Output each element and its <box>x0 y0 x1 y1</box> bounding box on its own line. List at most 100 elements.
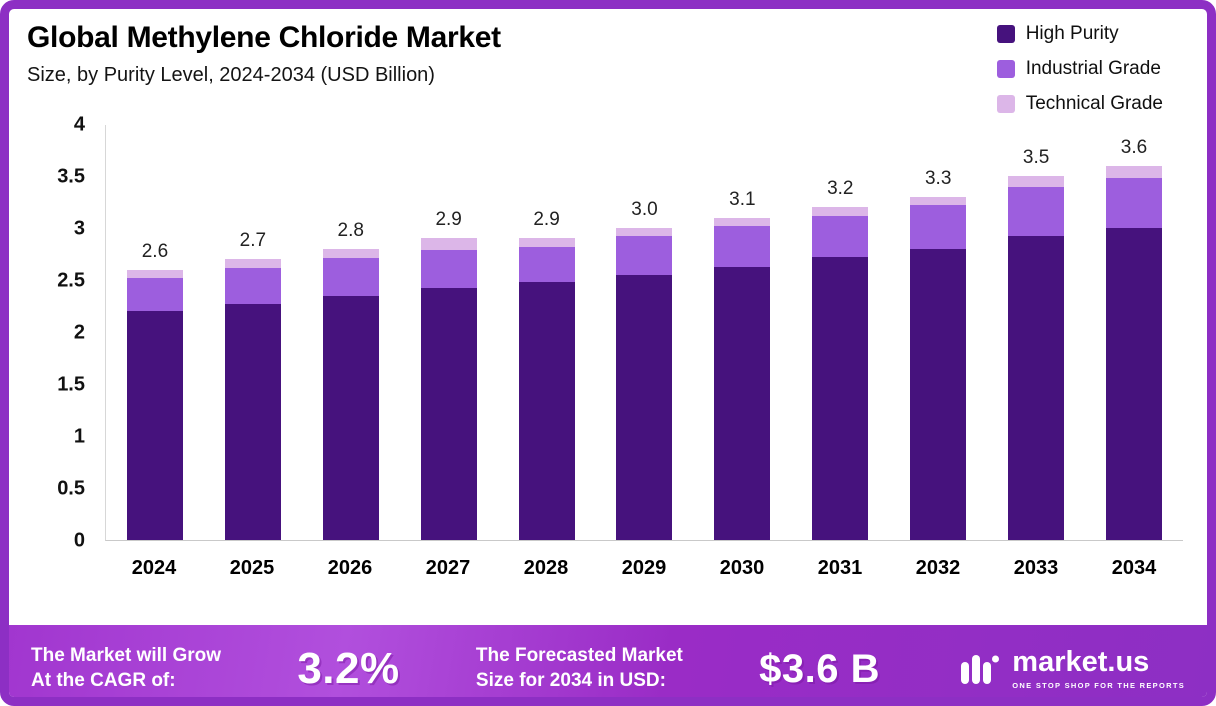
bar-segment-technical-grade <box>420 238 477 250</box>
bar-segment-industrial-grade <box>518 246 575 283</box>
bar-column-2032: 3.3 <box>889 125 987 540</box>
bar-column-2031: 3.2 <box>791 125 889 540</box>
bar-segment-technical-grade <box>616 228 673 237</box>
bar-total-label: 3.0 <box>631 199 658 221</box>
bar-column-2025: 2.7 <box>204 125 302 540</box>
bar-total-label: 2.8 <box>337 219 364 241</box>
stacked-bar <box>126 269 183 540</box>
bar-segment-industrial-grade <box>1106 178 1163 228</box>
x-axis: 2024 2025 2026 2027 2028 2029 2030 2031 2032 2033… <box>105 541 1183 580</box>
y-axis-label: 3.5 <box>57 165 85 188</box>
brand-name: market.us <box>1012 646 1150 678</box>
stacked-bar <box>812 207 869 540</box>
forecast-label: The Forecasted Market Size for 2034 in U… <box>476 644 683 693</box>
stacked-bar <box>322 248 379 540</box>
bar-column-2026: 2.8 <box>302 125 400 540</box>
titles: Global Methylene Chloride Market Size, b… <box>27 21 501 87</box>
forecast-value: $3.6 B <box>759 646 881 691</box>
x-axis-label: 2033 <box>1013 557 1059 579</box>
x-axis-label: 2030 <box>719 557 765 579</box>
bar-total-label: 3.1 <box>729 188 756 210</box>
bar-segment-technical-grade <box>1008 176 1065 188</box>
bar-segment-technical-grade <box>1106 165 1163 179</box>
bar-segment-industrial-grade <box>1008 187 1065 237</box>
stacked-bar <box>224 259 281 540</box>
bar-column-2028: 2.9 <box>498 125 596 540</box>
x-axis-label: 2028 <box>523 557 569 579</box>
legend-label: Industrial Grade <box>1025 58 1161 79</box>
bar-total-label: 2.7 <box>239 230 267 252</box>
stacked-bar <box>420 238 477 540</box>
bar-segment-high-purity <box>126 311 183 540</box>
forecast-label-line1: The Forecasted Market <box>475 645 683 667</box>
x-axis-label: 2026 <box>327 557 373 579</box>
stacked-bar <box>1106 165 1163 540</box>
bar-segment-industrial-grade <box>420 249 477 289</box>
x-axis-label: 2027 <box>425 557 471 579</box>
legend-label: Technical Grade <box>1025 93 1163 114</box>
bar-segment-high-purity <box>616 274 673 540</box>
bar-total-label: 2.6 <box>141 240 169 262</box>
x-axis-label: 2034 <box>1111 557 1157 579</box>
legend: High Purity Industrial Grade Technical Gra… <box>996 21 1189 115</box>
bar-total-label: 2.9 <box>435 209 462 231</box>
bar-segment-high-purity <box>714 266 771 540</box>
cagr-label-line1: The Market will Grow <box>31 645 222 667</box>
header-row: Global Methylene Chloride Market Size, b… <box>27 21 1189 115</box>
bar-segment-high-purity <box>812 257 869 540</box>
brand-text: market.us ONE STOP SHOP FOR THE REPORTS <box>1012 646 1186 691</box>
y-axis-label: 3 <box>73 217 85 240</box>
bar-segment-industrial-grade <box>126 277 183 312</box>
cagr-label-line2: At the CAGR of: <box>31 670 176 691</box>
bar-total-label: 3.6 <box>1120 136 1148 158</box>
bar-segment-high-purity <box>1008 236 1065 540</box>
bar-segment-industrial-grade <box>322 258 379 296</box>
bar-segment-technical-grade <box>224 259 281 268</box>
legend-item-technical-grade: Technical Grade <box>996 93 1163 115</box>
x-axis-label: 2031 <box>817 557 863 579</box>
y-axis-label: 0.5 <box>57 477 85 500</box>
bar-column-2034: 3.6 <box>1085 125 1183 540</box>
stacked-bar <box>714 217 771 540</box>
bar-total-label: 3.5 <box>1022 147 1050 169</box>
bar-column-2027: 2.9 <box>400 125 498 540</box>
bar-segment-high-purity <box>322 295 379 540</box>
stacked-bar <box>518 238 575 540</box>
bar-column-2024: 2.6 <box>106 125 204 540</box>
legend-swatch <box>996 25 1015 43</box>
bar-segment-technical-grade <box>322 248 379 259</box>
bar-segment-technical-grade <box>518 238 575 247</box>
legend-swatch <box>996 60 1015 78</box>
page-subtitle: Size, by Purity Level, 2024-2034 (USD Bi… <box>27 64 435 86</box>
bar-segment-industrial-grade <box>224 267 281 304</box>
stacked-bar-chart: 4 3.5 3 2.5 2 1.5 1 0.5 0 2.6 2.7 2.8 2.9 2.9 3.0 3.1 3… <box>27 114 1189 625</box>
bar-segment-high-purity <box>518 282 575 540</box>
y-axis-label: 0 <box>73 529 85 552</box>
bar-segment-industrial-grade <box>616 236 673 275</box>
bar-segment-technical-grade <box>812 207 869 216</box>
bar-segment-technical-grade <box>910 196 967 206</box>
stacked-bar <box>910 196 967 540</box>
y-axis-label: 1.5 <box>57 373 85 396</box>
bar-total-label: 3.2 <box>827 178 854 200</box>
bar-column-2033: 3.5 <box>987 125 1085 540</box>
bar-segment-industrial-grade <box>910 205 967 249</box>
forecast-label-line2: Size for 2034 in USD: <box>475 670 666 691</box>
bar-total-label: 2.9 <box>533 209 560 231</box>
bar-segment-high-purity <box>910 248 967 540</box>
cagr-label: The Market will Grow At the CAGR of: <box>31 644 221 693</box>
plot-area: 2.6 2.7 2.8 2.9 2.9 3.0 3.1 3.2 3.3 3.5 3.6 <box>105 125 1183 541</box>
chart-section: Global Methylene Chloride Market Size, b… <box>9 9 1207 625</box>
legend-label: High Purity <box>1025 23 1119 44</box>
y-axis-label: 2.5 <box>57 269 85 292</box>
footer-banner: The Market will Grow At the CAGR of: 3.2… <box>9 625 1207 697</box>
bar-segment-industrial-grade <box>714 225 771 267</box>
brand-tagline: ONE STOP SHOP FOR THE REPORTS <box>1012 681 1186 690</box>
y-axis-label: 2 <box>73 321 85 344</box>
x-axis-label: 2029 <box>621 557 667 579</box>
legend-item-industrial-grade: Industrial Grade <box>996 58 1163 80</box>
x-axis-label: 2024 <box>131 557 177 579</box>
bar-segment-high-purity <box>1106 228 1163 540</box>
bar-segment-high-purity <box>224 303 281 540</box>
